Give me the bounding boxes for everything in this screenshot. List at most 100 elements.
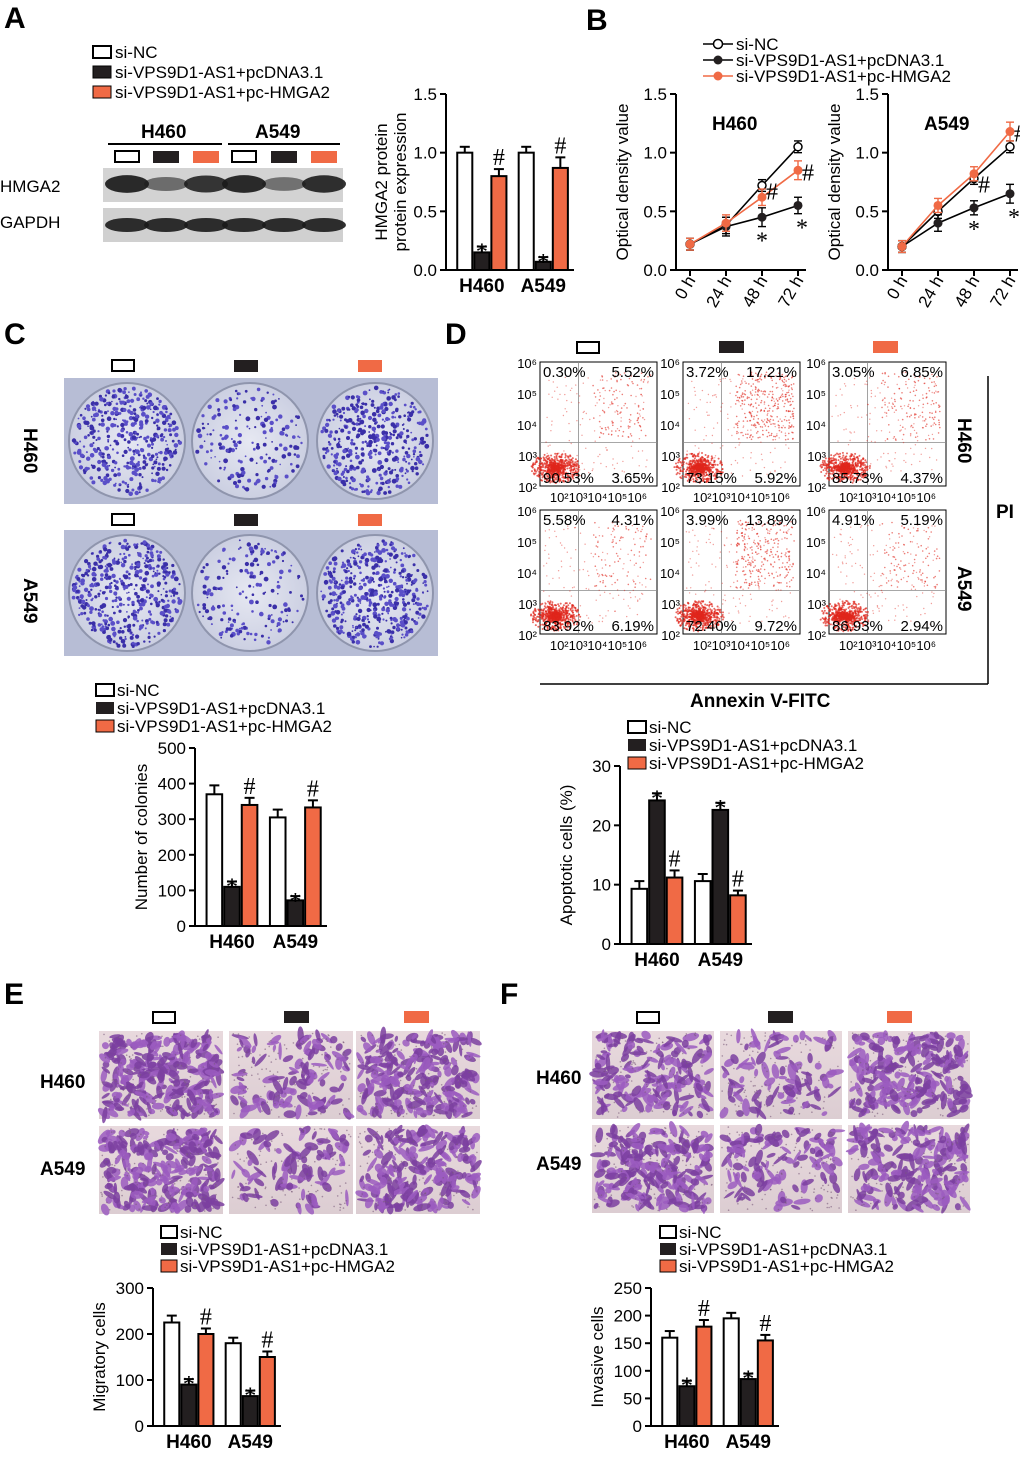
flow-ytick-2-1: 10⁵ [806,387,826,402]
flow-q-ll-1: 73.15% [686,470,737,487]
f-bar-0-0 [661,1336,679,1428]
a-sig-hash-0: # [493,145,505,171]
flow-ytick-5-1: 10⁵ [806,535,826,550]
flow-q-ul-2: 3.05% [832,364,875,381]
blot-label-hmga2: HMGA2 [0,177,60,196]
d-ytick-2: 20 [592,816,611,835]
flow-ytick-5-2: 10⁴ [806,566,826,581]
legend-label-pcdna-f: si-VPS9D1-AS1+pcDNA3.1 [679,1240,887,1259]
panel-label-d: D [445,318,467,351]
flow-q-ll-2: 85.73% [832,470,883,487]
flow-q-ll-3: 83.92% [543,618,594,635]
e-cat-1: A549 [228,1432,273,1453]
a-sig-star-0: * [476,240,488,266]
flow-ytick-1-1: 10⁵ [660,387,680,402]
wellsF-well-2 [847,1030,973,1119]
legend-label-sinc-b: si-NC [736,35,779,54]
flow-dots-1 [673,371,795,484]
f-bar-1-2 [756,1339,774,1427]
colony-dots-0-1 [195,387,303,492]
a-bar-1-0 [517,151,535,272]
legend-swatch-pcdna [92,65,112,79]
legend-label-sinc: si-NC [115,43,158,62]
c-bar-0-0 [205,793,224,928]
f-ytick-4: 200 [614,1307,642,1326]
blot-band-gapdh-5 [302,218,346,232]
flow-ytick-0-3: 10³ [518,449,537,464]
b-a549-point-2-0 [897,242,907,252]
b-h460-title: H460 [712,114,757,135]
legend-label-pcdna: si-VPS9D1-AS1+pcDNA3.1 [115,63,323,82]
b-h460-point-0-3 [793,142,803,152]
f-sig-star-0: * [681,1374,693,1400]
lane-marker-h460-sinc [114,150,140,163]
flow-q-ur-3: 4.31% [611,512,654,529]
d-sig-star-1: * [714,796,726,822]
flow-xticks-5: 10²10³10⁴10⁵10⁶ [839,638,936,653]
flow-dots-2 [819,371,941,484]
d-marker-sinc [576,341,600,354]
b-a549-point-2-3 [1005,127,1015,137]
flow-xticks-1: 10²10³10⁴10⁵10⁶ [693,490,790,505]
c-marker-h460-pchmga2 [358,360,382,372]
b-h460-xtick-0: 0 h [671,273,699,303]
c-sig-star-0: * [226,875,238,901]
flow-frame-3 [539,509,658,635]
a-bar-0-2 [490,175,508,271]
e-bar-1-2 [258,1356,276,1427]
chart-a: 0.0 0.5 1.0 1.5 HMGA2 protein protein express… [372,85,574,297]
western-blot: H460 A549 HMGA2 GAPDH [0,122,346,242]
flow-q-ur-2: 6.85% [900,364,943,381]
legend-label-pchmga2-d: si-VPS9D1-AS1+pc-HMGA2 [649,754,864,773]
d-ytick-3: 30 [592,757,611,776]
row-label-e-a549: A549 [40,1159,85,1180]
flow-dots-4 [674,519,795,633]
legend-c: si-NC si-VPS9D1-AS1+pcDNA3.1 si-VPS9D1-A… [95,681,332,736]
b-h460-point-2-2 [757,192,767,202]
wellsE-well-3 [97,1126,225,1216]
flow-q-lr-4: 9.72% [754,618,797,635]
a-cat-0: H460 [459,276,504,297]
c-ytick-5: 500 [158,739,186,758]
b-a549-point-1-1 [933,218,943,228]
flow-dots-3 [530,520,652,632]
flow-q-ll-5: 86.93% [832,618,883,635]
b-h460-line-1 [689,204,799,245]
blot-band-gapdh-3 [222,218,266,232]
b-a549-ytick-2: 1.0 [855,144,879,163]
b-h460-sig-star-48: * [756,229,768,255]
b-a549-ylabel: Optical density value [825,104,844,261]
b-h460-ytick-2: 1.0 [643,144,667,163]
b-a549-xtick-2: 48 h [950,273,983,311]
wellsE-well-4 [228,1125,353,1215]
a-ytick-1: 0.5 [413,202,437,221]
legend-label-pcdna-e: si-VPS9D1-AS1+pcDNA3.1 [180,1240,388,1259]
flow-plot-2: 3.05% 6.85% 85.73% 4.37% 10⁶ 10⁵ 10⁴ 10³ 10² 10²1… [806,356,947,505]
c-sig-hash-1: # [307,776,319,802]
flow-ytick-3-1: 10⁵ [517,535,537,550]
wellsF-well-0 [589,1029,714,1119]
row-label-c-h460: H460 [19,428,40,473]
c-ytick-4: 400 [158,775,186,794]
b-a549-point-2-2 [969,169,979,179]
flow-ytick-5-4: 10² [807,628,826,643]
a-ytick-3: 1.5 [413,85,437,104]
legend-marker-sinc-b [712,38,724,50]
f-sig-hash-1: # [759,1311,771,1337]
blot-band-gapdh-2 [184,218,228,232]
c-sig-hash-0: # [244,774,256,800]
flow-ytick-2-4: 10² [807,480,826,495]
flow-ytick-4-1: 10⁵ [660,535,680,550]
a-bar-1-2 [551,166,569,271]
f-ylabel-0: Invasive cells [588,1306,607,1407]
flow-ytick-3-4: 10² [518,628,537,643]
e-ytick-0: 0 [135,1417,144,1436]
chart-f: 0 50 100 150 200 250 Invasive cells * # H460 * # A54… [588,1279,779,1453]
c-marker-a549-sinc [111,513,135,526]
blot-bands [105,175,346,232]
legend-label-pchmga2-e: si-VPS9D1-AS1+pc-HMGA2 [180,1257,395,1276]
wellsF-well-3 [590,1121,714,1214]
e-bar-1-0 [224,1342,242,1427]
f-bar-0-2 [695,1325,713,1428]
